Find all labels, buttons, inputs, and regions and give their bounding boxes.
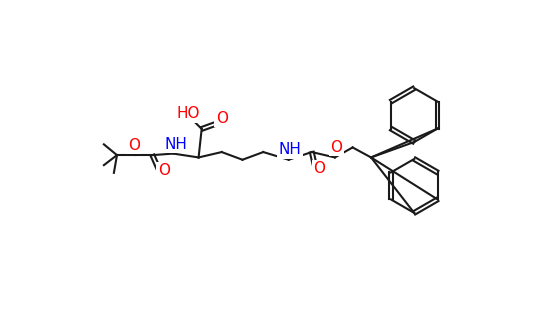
Text: NH: NH xyxy=(279,142,302,157)
Text: O: O xyxy=(128,138,140,153)
Text: HO: HO xyxy=(176,106,200,121)
Text: O: O xyxy=(158,163,170,178)
Text: O: O xyxy=(313,161,325,176)
Text: NH: NH xyxy=(164,137,187,152)
Text: O: O xyxy=(216,111,228,126)
Text: O: O xyxy=(331,140,343,155)
